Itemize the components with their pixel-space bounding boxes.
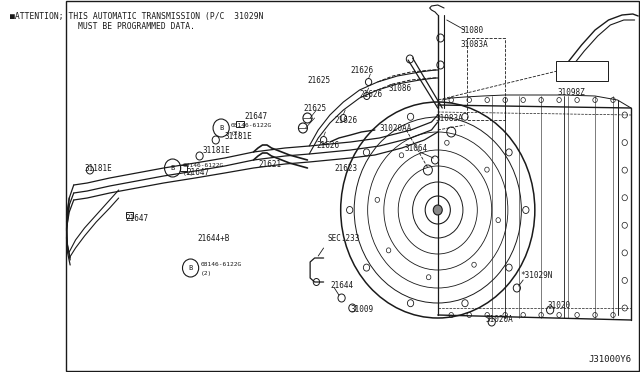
Text: 21626: 21626 — [360, 90, 383, 99]
Text: MUST BE PROGRAMMED DATA.: MUST BE PROGRAMMED DATA. — [78, 22, 195, 31]
Text: 31020A: 31020A — [485, 315, 513, 324]
Text: B: B — [170, 165, 175, 171]
Text: 08146-6122G: 08146-6122G — [182, 163, 224, 167]
Text: 21621: 21621 — [258, 160, 281, 169]
Text: B: B — [188, 265, 193, 271]
Text: 31009: 31009 — [351, 305, 374, 314]
Text: 31020: 31020 — [547, 301, 570, 310]
Text: 21644+B: 21644+B — [198, 234, 230, 243]
Text: 31080: 31080 — [460, 26, 483, 35]
Text: 08146-6122G: 08146-6122G — [200, 263, 242, 267]
Text: 21626: 21626 — [334, 115, 358, 125]
Text: 21625: 21625 — [307, 76, 330, 84]
Text: *31029N: *31029N — [520, 272, 553, 280]
Bar — [126, 212, 133, 218]
Text: 31181E: 31181E — [202, 145, 230, 154]
Circle shape — [433, 205, 442, 215]
Text: J31000Y6: J31000Y6 — [588, 356, 631, 365]
Text: 21626: 21626 — [351, 65, 374, 74]
Text: 31083A: 31083A — [436, 113, 464, 122]
Text: 21647: 21647 — [186, 167, 209, 176]
FancyBboxPatch shape — [556, 61, 607, 81]
Text: SEC.233: SEC.233 — [327, 234, 360, 243]
Text: 21625: 21625 — [303, 103, 326, 112]
Text: 31083A: 31083A — [460, 39, 488, 48]
Bar — [180, 165, 187, 171]
Text: 31098Z: 31098Z — [557, 87, 585, 96]
Text: 21626: 21626 — [316, 141, 340, 150]
Text: B: B — [219, 125, 223, 131]
Text: 31020AA: 31020AA — [380, 124, 412, 132]
Text: 21647: 21647 — [126, 214, 149, 222]
Text: (1): (1) — [182, 170, 194, 176]
Text: 21644: 21644 — [331, 280, 354, 289]
Text: 21623: 21623 — [334, 164, 358, 173]
Text: ■ATTENTION; THIS AUTOMATIC TRANSMISSION (P/C  31029N: ■ATTENTION; THIS AUTOMATIC TRANSMISSION … — [10, 12, 264, 20]
Text: 31181E: 31181E — [225, 131, 253, 141]
Text: (2): (2) — [231, 131, 243, 135]
Text: (2): (2) — [200, 270, 212, 276]
Text: 31086: 31086 — [388, 83, 412, 93]
Text: 08146-6122G: 08146-6122G — [231, 122, 272, 128]
Text: 21647: 21647 — [244, 112, 268, 121]
Text: 31064: 31064 — [404, 144, 428, 153]
Text: 31181E: 31181E — [84, 164, 112, 173]
Text: 31082E: 31082E — [568, 67, 595, 76]
Bar — [236, 121, 244, 127]
